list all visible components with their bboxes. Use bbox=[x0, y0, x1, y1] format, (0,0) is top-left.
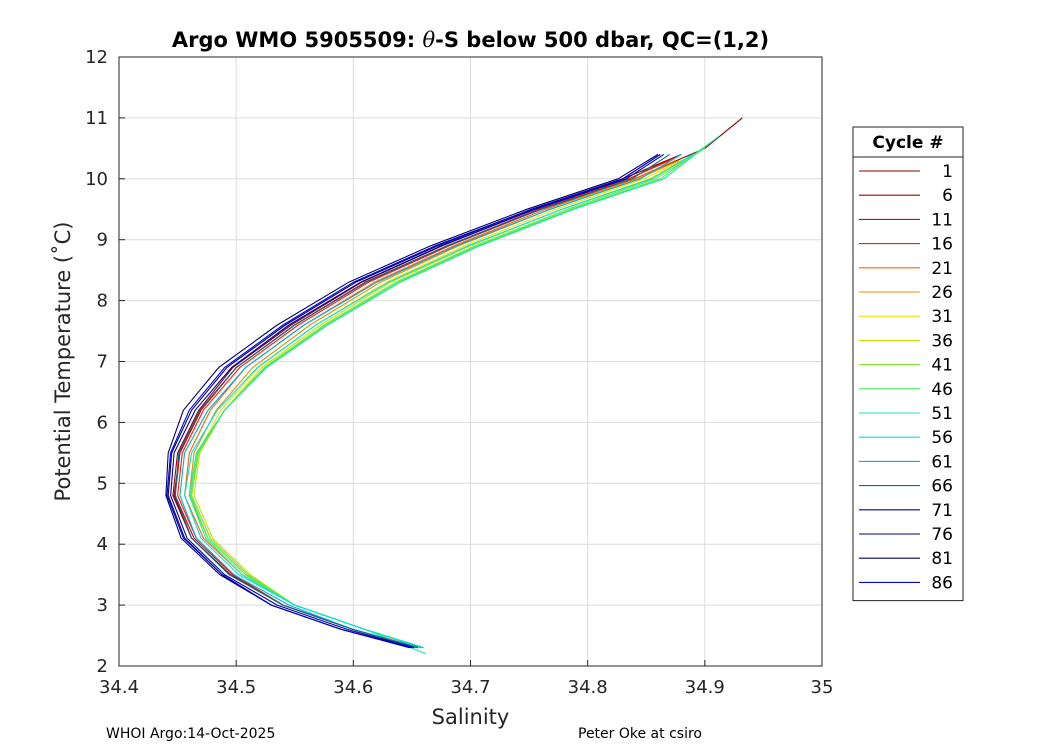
y-tick-label: 8 bbox=[97, 291, 108, 312]
series-line-cycle-21 bbox=[184, 159, 676, 649]
series-line-cycle-56 bbox=[184, 153, 694, 649]
legend: Cycle # 16111621263136414651566166717681… bbox=[852, 126, 964, 602]
x-tick-labels: 34.4 34.5 34.6 34.7 34.8 34.9 35 bbox=[99, 677, 833, 698]
legend-label-cycle-26: 26 bbox=[931, 283, 953, 303]
y-tick-label: 9 bbox=[97, 230, 108, 251]
y-tick-label: 5 bbox=[97, 473, 108, 494]
footer-source: WHOI Argo:14-Oct-2025 bbox=[106, 726, 276, 742]
series-line-cycle-46 bbox=[189, 141, 712, 649]
y-tick-label: 6 bbox=[97, 412, 108, 433]
title-prefix: Argo WMO 5905509: bbox=[172, 28, 423, 52]
x-tick-label: 34.7 bbox=[450, 677, 490, 698]
legend-label-cycle-71: 71 bbox=[931, 501, 953, 521]
y-tick-label: 7 bbox=[97, 352, 108, 373]
series-line-cycle-11 bbox=[174, 153, 682, 649]
y-tick-label: 3 bbox=[97, 595, 108, 616]
y-tick-labels: 2 3 4 5 6 7 8 9 10 11 12 bbox=[85, 47, 108, 677]
footer-author: Peter Oke at csiro bbox=[578, 726, 702, 742]
y-axis-label: Potential Temperature (˚C) bbox=[51, 222, 75, 502]
series-line-cycle-36 bbox=[193, 153, 694, 649]
chart-title: Argo WMO 5905509: θ-S below 500 dbar, QC… bbox=[172, 28, 769, 52]
legend-label-cycle-1: 1 bbox=[942, 162, 953, 182]
x-tick-label: 34.9 bbox=[685, 677, 725, 698]
series-line-cycle-41 bbox=[191, 147, 706, 649]
legend-label-cycle-86: 86 bbox=[931, 573, 953, 593]
x-tick-label: 34.4 bbox=[99, 677, 139, 698]
legend-label-cycle-36: 36 bbox=[931, 331, 953, 351]
x-tick-label: 34.5 bbox=[216, 677, 256, 698]
y-tick-label: 4 bbox=[97, 534, 108, 555]
series-line-cycle-61 bbox=[179, 153, 682, 649]
series-line-cycle-71 bbox=[170, 153, 665, 649]
legend-label-cycle-51: 51 bbox=[931, 404, 953, 424]
title-theta: θ bbox=[422, 28, 435, 52]
series-line-cycle-51 bbox=[188, 135, 720, 655]
series-line-cycle-31 bbox=[191, 160, 682, 649]
legend-label-cycle-16: 16 bbox=[931, 235, 953, 255]
y-tick-label: 10 bbox=[85, 169, 108, 190]
y-tick-label: 2 bbox=[97, 656, 108, 677]
legend-label-cycle-76: 76 bbox=[931, 525, 953, 545]
series-line-cycle-16 bbox=[177, 159, 670, 649]
legend-label-cycle-41: 41 bbox=[931, 356, 953, 376]
series-line-cycle-86 bbox=[166, 153, 661, 649]
legend-label-cycle-66: 66 bbox=[931, 477, 953, 497]
x-tick-label: 35 bbox=[811, 677, 834, 698]
series-line-cycle-76 bbox=[167, 153, 661, 649]
x-tick-label: 34.8 bbox=[568, 677, 608, 698]
series-line-cycle-66 bbox=[174, 153, 670, 649]
legend-label-cycle-21: 21 bbox=[931, 259, 953, 279]
legend-label-cycle-6: 6 bbox=[942, 186, 953, 206]
series-line-cycle-81 bbox=[165, 153, 659, 649]
legend-label-cycle-31: 31 bbox=[931, 307, 953, 327]
x-axis-label: Salinity bbox=[432, 705, 510, 729]
y-tick-label: 11 bbox=[85, 108, 108, 129]
legend-title: Cycle # bbox=[872, 133, 943, 153]
plot-frame bbox=[118, 56, 823, 667]
x-tick-label: 34.6 bbox=[333, 677, 373, 698]
series-line-cycle-26 bbox=[188, 159, 680, 649]
series-line-cycle-1 bbox=[173, 117, 743, 649]
legend-label-cycle-46: 46 bbox=[931, 380, 953, 400]
legend-label-cycle-11: 11 bbox=[931, 210, 953, 230]
legend-box bbox=[852, 126, 964, 602]
series-layer bbox=[165, 117, 743, 655]
title-suffix: -S below 500 dbar, QC=(1,2) bbox=[435, 28, 769, 52]
legend-label-cycle-81: 81 bbox=[931, 549, 953, 569]
legend-label-cycle-61: 61 bbox=[931, 452, 953, 472]
legend-label-cycle-56: 56 bbox=[931, 428, 953, 448]
y-tick-label: 12 bbox=[85, 47, 108, 68]
